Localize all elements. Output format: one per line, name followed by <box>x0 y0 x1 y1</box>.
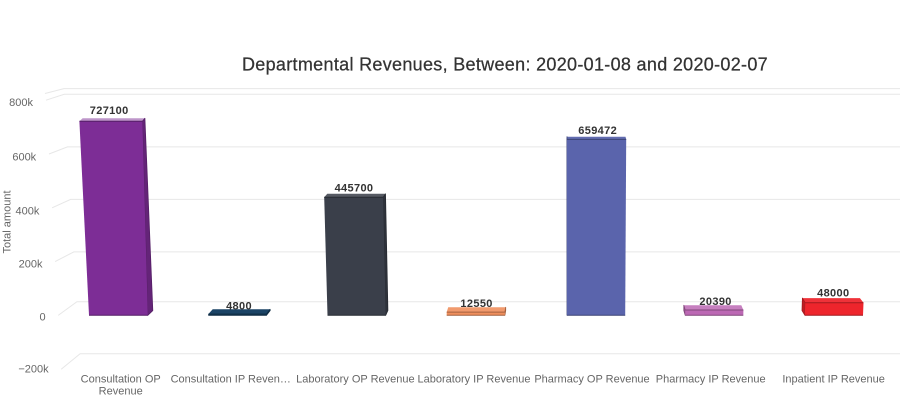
svg-text:48000: 48000 <box>817 288 849 300</box>
svg-text:Total amount: Total amount <box>1 191 13 254</box>
svg-text:659472: 659472 <box>578 125 617 137</box>
svg-text:20390: 20390 <box>699 296 731 308</box>
svg-text:Consultation IP Reven…: Consultation IP Reven… <box>171 374 291 386</box>
svg-text:Pharmacy OP Revenue: Pharmacy OP Revenue <box>534 374 649 386</box>
svg-text:Consultation OP: Consultation OP <box>81 374 161 386</box>
svg-text:Laboratory OP Revenue: Laboratory OP Revenue <box>296 374 414 386</box>
svg-text:727100: 727100 <box>90 105 129 117</box>
svg-text:12550: 12550 <box>460 298 492 310</box>
svg-text:Revenue: Revenue <box>99 386 143 398</box>
svg-text:0: 0 <box>39 311 45 323</box>
svg-text:445700: 445700 <box>335 182 374 194</box>
svg-text:600k: 600k <box>12 152 36 164</box>
svg-text:Pharmacy IP Revenue: Pharmacy IP Revenue <box>656 374 766 386</box>
svg-text:4800: 4800 <box>226 300 252 312</box>
svg-text:Departmental Revenues, Between: Departmental Revenues, Between: 2020-01-… <box>242 55 768 75</box>
svg-text:400k: 400k <box>16 206 40 218</box>
svg-text:−200k: −200k <box>18 363 49 375</box>
svg-text:Inpatient IP Revenue: Inpatient IP Revenue <box>782 374 885 386</box>
svg-text:800k: 800k <box>9 97 33 109</box>
svg-text:200k: 200k <box>19 259 43 271</box>
svg-text:Laboratory IP Revenue: Laboratory IP Revenue <box>418 374 531 386</box>
